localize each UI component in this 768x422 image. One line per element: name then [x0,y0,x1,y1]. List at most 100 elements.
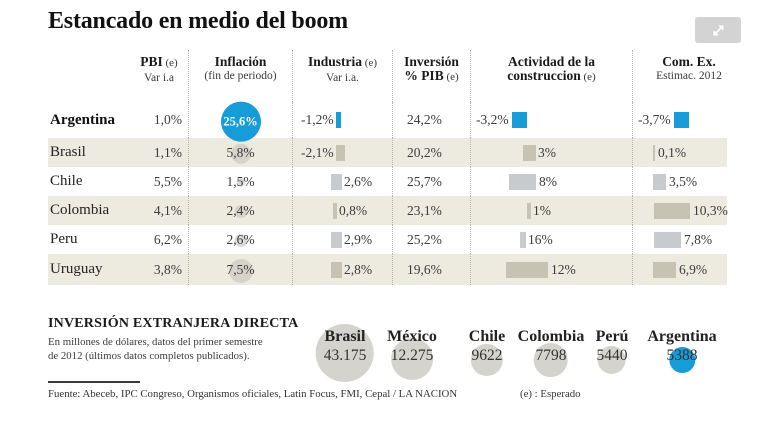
fdi-country: Argentina [647,328,717,345]
pbi-value: 1,0% [153,112,182,127]
comex-value: 3,5% [669,173,698,189]
table-header-row: PBI (e) Var i.a Inflación (fin de period… [48,50,745,102]
table-row-brasil: Brasil 1,1% 5,8% -2,1% 20,2% 3% 0,1% [48,138,745,167]
fdi-item-chile: Chile 9622 [468,327,506,376]
inflation-bubble [228,258,253,283]
inversion-value: 23,1% [407,202,442,218]
industria-value: 2,9% [344,231,373,247]
fdi-item-brasil: Brasil 43.175 [316,324,374,382]
inflation-bubble [234,204,247,218]
note-esperado: (e) : Esperado [520,388,581,400]
header-industria-label: Industria [308,54,363,69]
inflacion-value: 7,5% [226,261,255,277]
header-construccion-tag: (e) [580,71,596,83]
header-inversion-tag: (e) [443,71,459,83]
industria-bar [333,202,337,219]
fdi-country: Colombia [517,328,585,345]
table-row-uruguay: Uruguay 3,8% 7,5% 2,8% 19,6% 12% 6,9% [48,254,745,285]
construccion-value: 8% [539,173,557,189]
header-comex-sub: Estimac. 2012 [656,70,722,82]
fdi-bubble [533,343,568,377]
country-label: Peru [50,231,78,247]
fdi-value: 12.275 [390,347,434,364]
country-label: Chile [50,173,83,189]
pbi-value: 5,5% [153,173,182,189]
fdi-bubble [470,344,503,376]
construccion-value: 12% [551,261,576,277]
comex-bar [653,173,666,190]
inflation-bubble [230,143,251,164]
source-text: Fuente: Abeceb, IPC Congreso, Organismos… [48,388,458,400]
comex-bar [654,231,681,248]
fdi-country: Chile [468,328,506,345]
industria-value: -2,1% [301,144,334,160]
construccion-value: 16% [528,231,553,247]
header-industria-sub: Var i.a. [326,72,359,84]
industria-bar [331,231,342,248]
fdi-value: 9622 [471,347,503,364]
header-inflacion: Inflación (fin de periodo) [188,50,292,102]
fdi-item-argentina: Argentina 5388 [647,327,717,373]
fdi-item-peru: Perú 5440 [596,327,628,374]
header-pbi: PBI (e) Var i.a [130,50,188,102]
construccion-value: -3,2% [476,112,509,127]
inflacion-value: 2,4% [226,202,255,218]
fdi-caption: En millones de dólares, datos del primer… [48,336,263,363]
inversion-value: 19,6% [407,261,442,277]
header-construccion: Actividad de la construccion (e) [470,50,632,102]
industria-bar [335,112,341,128]
fdi-caption-line2: de 2012 (últimos datos completos publica… [48,349,250,362]
inflation-bubble [236,177,245,187]
industria-value: 0,8% [339,202,368,218]
expand-button[interactable] [695,17,741,43]
inflacion-value: 1,5% [226,173,255,189]
fdi-value: 5440 [596,347,628,364]
comex-bar [673,112,689,128]
footer-rule [48,381,140,383]
fdi-heading: INVERSIÓN EXTRANJERA DIRECTA [48,316,299,331]
header-inflacion-sub: (fin de periodo) [204,70,277,82]
comex-value: 10,3% [693,202,728,218]
comex-bar [653,144,655,161]
comex-value: 0,1% [658,144,687,160]
comex-value: 6,9% [679,261,708,277]
header-inversion-label: Inversión [404,54,459,69]
header-inflacion-label: Inflación [214,54,267,69]
header-pbi-tag: (e) [162,57,178,69]
comex-bar [653,261,676,278]
pbi-value: 4,1% [153,202,182,218]
header-construccion-label: Actividad de la [507,54,595,69]
header-pbi-sub: Var i.a [143,72,174,84]
header-comex-label: Com. Ex. [662,54,716,69]
fdi-country: México [387,328,437,345]
fdi-caption-line1: En millones de dólares, datos del primer… [48,336,263,348]
inflacion-value: 2,6% [226,231,255,247]
country-label: Argentina [50,111,115,128]
construccion-bar [523,144,536,161]
table-row-chile: Chile 5,5% 1,5% 2,6% 25,7% 8% 3,5% [48,167,745,196]
page-title: Estancado en medio del boom [48,8,348,34]
fdi-value: 7798 [535,347,567,364]
fdi-item-colombia: Colombia 7798 [517,327,585,377]
construccion-value: 3% [538,144,556,160]
construccion-value: 1% [533,202,551,218]
inflacion-value: 25,6% [223,114,258,129]
fdi-bubble [668,347,695,373]
pbi-value: 3,8% [153,261,182,277]
construccion-bar [509,173,536,190]
industria-value: -1,2% [301,112,334,127]
fdi-bubble [316,324,374,382]
header-industria: Industria (e) Var i.a. [292,50,392,102]
inversion-value: 24,2% [407,112,442,127]
construccion-bar [511,112,527,128]
country-label: Brasil [50,144,86,160]
inflacion-value: 5,8% [226,144,255,160]
industria-bar [331,173,342,190]
fdi-bubble [391,338,433,380]
industria-bar [335,144,345,161]
country-label: Colombia [50,202,110,218]
inversion-value: 20,2% [407,144,442,160]
header-inversion: Inversión % PIB (e) [392,50,470,102]
industria-bar [331,261,342,278]
